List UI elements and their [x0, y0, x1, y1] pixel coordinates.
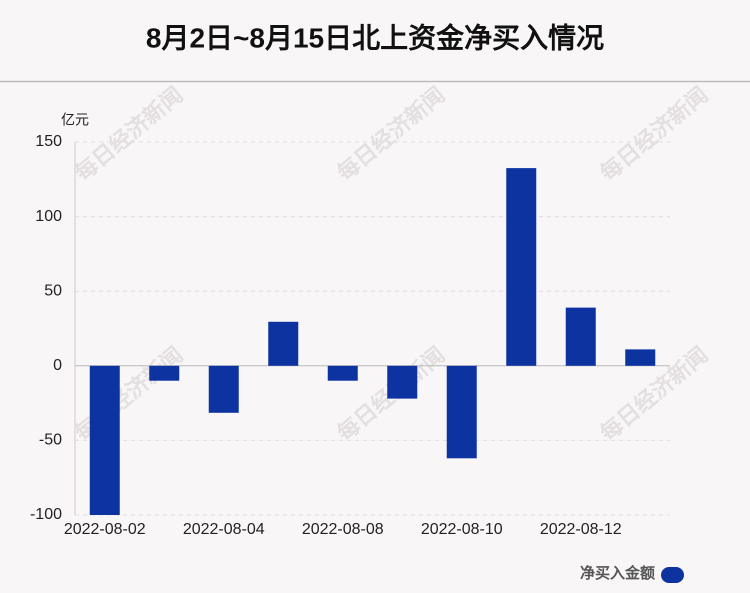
legend-swatch [661, 567, 684, 583]
bar [506, 168, 537, 366]
x-tick-label: 2022-08-04 [183, 521, 265, 538]
y-tick-label: 150 [35, 133, 62, 150]
bar [89, 365, 120, 515]
x-tick-label: 2022-08-08 [302, 521, 384, 538]
x-tick-label: 2022-08-02 [64, 521, 146, 538]
legend-label: 净买入金额 [580, 564, 655, 582]
y-tick-label: 50 [44, 282, 62, 299]
bar [446, 365, 477, 459]
chart-title: 8月2日~8月15日北上资金净买入情况 [146, 21, 604, 53]
x-tick-label: 2022-08-10 [421, 521, 503, 538]
bar [149, 365, 180, 381]
y-tick-label: -100 [30, 506, 62, 523]
bar [565, 307, 596, 366]
bar [387, 365, 418, 399]
bar [268, 321, 299, 366]
y-tick-label: 100 [35, 208, 62, 225]
bar [625, 349, 656, 366]
y-tick-label: -50 [39, 432, 62, 449]
y-tick-label: 0 [53, 357, 62, 374]
y-axis-unit: 亿元 [61, 112, 89, 128]
bar [327, 365, 358, 381]
x-tick-label: 2022-08-12 [540, 521, 622, 538]
bar [208, 365, 239, 413]
